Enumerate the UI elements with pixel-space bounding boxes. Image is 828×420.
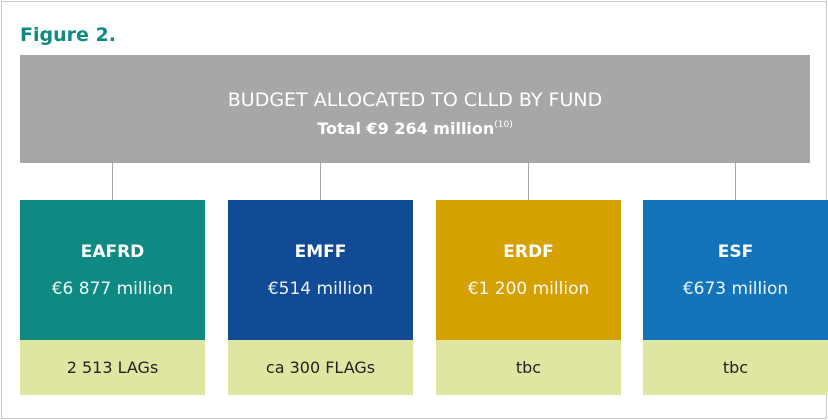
connector: [735, 163, 736, 200]
fund-groups: 2 513 LAGs: [20, 340, 205, 395]
fund-name: EAFRD: [80, 242, 145, 262]
fund-amount: €1 200 million: [467, 279, 590, 299]
fund-name: EMFF: [294, 242, 347, 262]
fund-amount: €6 877 million: [51, 279, 174, 299]
fund-name: ESF: [717, 242, 754, 262]
fund-amount: €673 million: [682, 279, 789, 299]
connector: [320, 163, 321, 200]
fund-groups: tbc: [643, 340, 828, 395]
fund-amount: €514 million: [267, 279, 374, 299]
fund-box: ESF €673 million: [643, 200, 828, 340]
footnote-ref: (10): [494, 120, 513, 130]
fund-box: EAFRD €6 877 million: [20, 200, 205, 340]
connector: [528, 163, 529, 200]
figure-label: Figure 2.: [20, 24, 116, 46]
header-subtitle: Total €9 264 million(10): [20, 119, 810, 138]
fund-groups: ca 300 FLAGs: [228, 340, 413, 395]
fund-name: ERDF: [503, 242, 554, 262]
header-title: BUDGET ALLOCATED TO CLLD BY FUND: [227, 89, 603, 111]
fund-groups: tbc: [436, 340, 621, 395]
connector: [112, 163, 113, 200]
total: Total €9 264 million: [317, 119, 495, 138]
fund-box: ERDF €1 200 million: [436, 200, 621, 340]
fund-box: EMFF €514 million: [228, 200, 413, 340]
header-box: BUDGET ALLOCATED TO CLLD BY FUND Total €…: [20, 55, 810, 163]
